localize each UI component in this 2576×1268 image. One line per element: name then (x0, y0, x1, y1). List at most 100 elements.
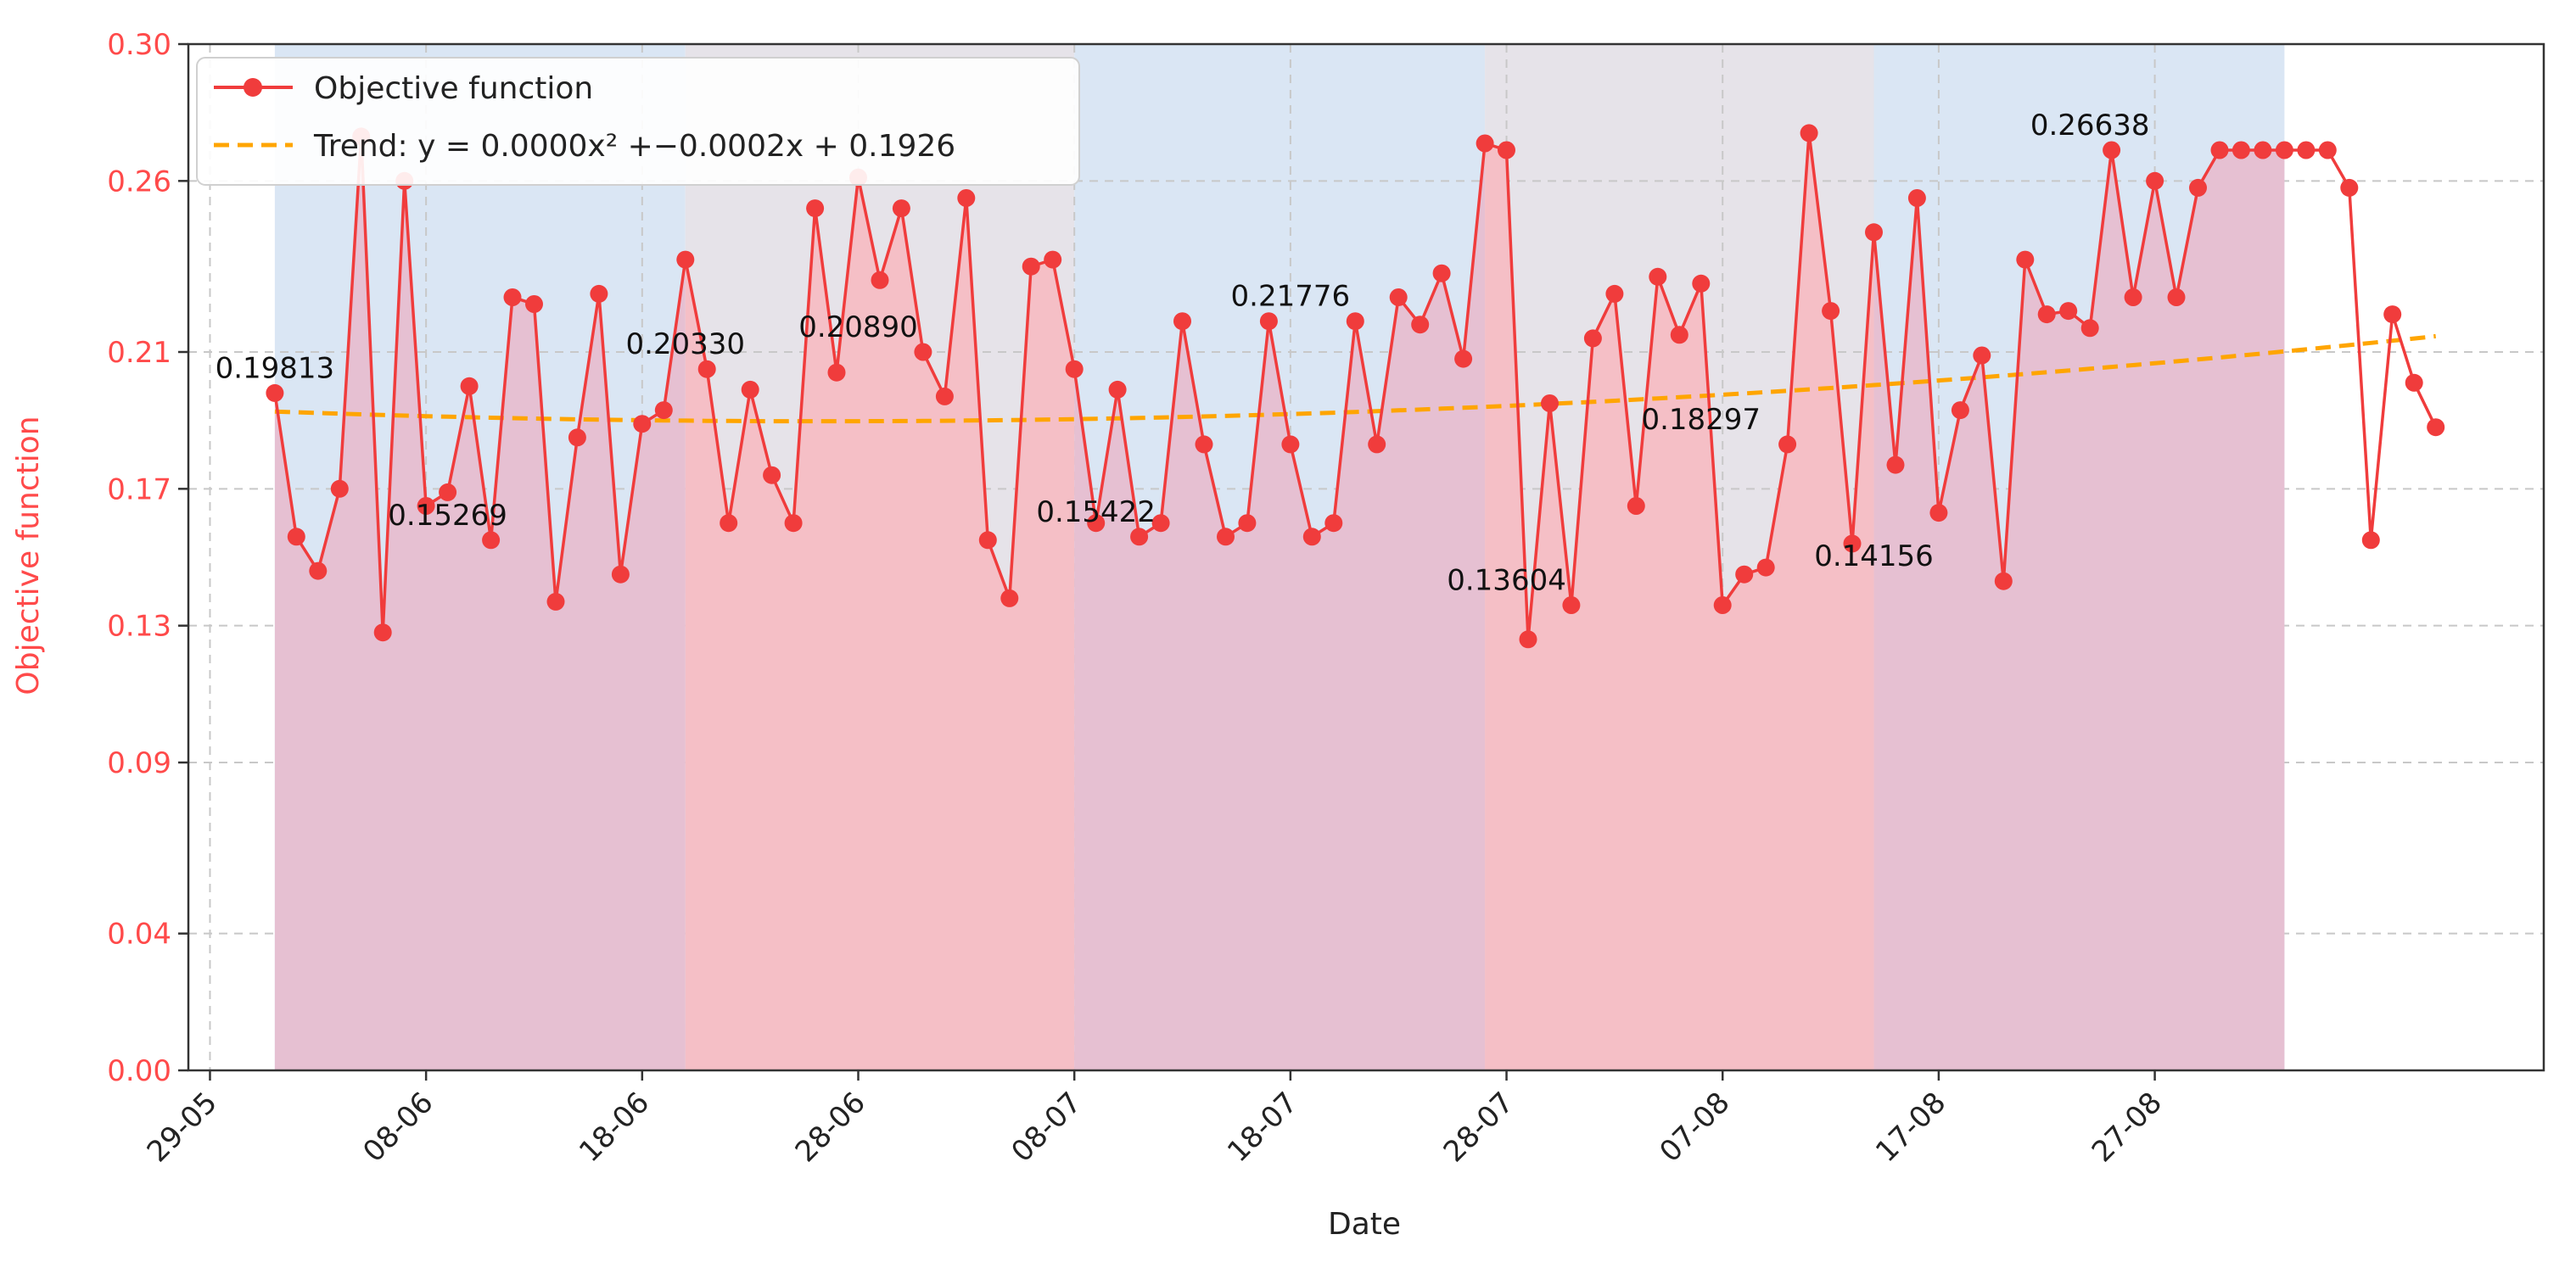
y-tick-label: 0.17 (107, 472, 171, 506)
data-point (2189, 178, 2207, 197)
y-tick-label: 0.21 (107, 336, 171, 370)
data-point (568, 428, 586, 447)
y-tick-label: 0.00 (107, 1054, 171, 1088)
fill-band-3 (1485, 132, 1874, 1070)
data-point (287, 528, 305, 546)
data-point (1994, 572, 2013, 590)
data-point (1498, 141, 1515, 159)
y-tick-label: 0.04 (107, 918, 171, 952)
data-point (1195, 435, 1213, 454)
data-point (1411, 316, 1430, 334)
data-point (1000, 589, 1019, 607)
data-point (1951, 401, 1969, 420)
data-point (590, 284, 608, 303)
series-group (266, 124, 2445, 649)
data-point (1865, 223, 1883, 242)
annotation-label: 0.19813 (216, 351, 335, 385)
data-point (2210, 141, 2229, 159)
x-tick-label: 27-08 (2086, 1086, 2169, 1169)
data-point (1605, 284, 1624, 303)
data-point (1259, 312, 1278, 331)
data-point (1217, 528, 1235, 546)
data-point (720, 514, 738, 533)
data-point (266, 383, 284, 402)
data-point (1562, 596, 1581, 614)
annotation-label: 0.26638 (2030, 109, 2150, 142)
x-tick-label: 29-05 (141, 1086, 224, 1169)
data-point (1346, 312, 1364, 331)
data-point (2254, 141, 2272, 159)
data-point (1302, 528, 1321, 546)
data-point (1907, 189, 1926, 207)
data-point (1670, 326, 1688, 344)
data-point (2427, 418, 2445, 437)
data-point (784, 514, 803, 533)
data-point (892, 199, 910, 218)
data-point (2124, 288, 2142, 306)
data-point (309, 561, 328, 580)
data-point (935, 387, 954, 405)
data-point (1692, 274, 1711, 293)
data-point (763, 466, 781, 484)
data-point (2275, 141, 2293, 159)
data-point (1886, 455, 1905, 474)
data-point (676, 250, 695, 269)
data-point (957, 189, 976, 207)
x-tick-label: 18-06 (573, 1086, 656, 1169)
data-point (633, 415, 652, 433)
data-point (1649, 267, 1667, 286)
plot-frame (187, 42, 2545, 1072)
data-point (2318, 141, 2337, 159)
data-point (827, 363, 846, 382)
annotation-label: 0.20890 (798, 310, 918, 344)
data-point (1541, 394, 1559, 412)
data-point (1432, 264, 1451, 282)
data-point (2297, 141, 2316, 159)
data-point (2232, 141, 2250, 159)
data-point (1173, 312, 1191, 331)
annotations: 0.19813 0.15269 0.20330 0.20890 0.15422 0.217… (216, 109, 2150, 597)
data-point (373, 623, 392, 642)
annotation-label: 0.15269 (388, 499, 507, 533)
axes (187, 42, 2545, 1072)
data-point (1151, 514, 1170, 533)
annotation-label: 0.18297 (1641, 403, 1761, 437)
data-point (2167, 288, 2186, 306)
data-point (2080, 319, 2099, 338)
annotation-label: 0.21776 (1231, 280, 1351, 314)
annotation-label: 0.15422 (1036, 495, 1156, 529)
data-point (330, 479, 349, 498)
data-point (417, 497, 435, 515)
data-point (546, 592, 565, 611)
y-tick-label: 0.26 (107, 165, 171, 198)
data-point (1778, 435, 1797, 454)
data-point (2016, 250, 2035, 269)
data-point (914, 343, 932, 361)
data-point (2103, 141, 2121, 159)
data-point (1735, 565, 1754, 584)
x-tick-label: 18-07 (1221, 1086, 1304, 1169)
annotation-label: 0.13604 (1447, 563, 1566, 597)
data-point (1583, 329, 1602, 348)
data-point (2405, 373, 2423, 392)
data-point (460, 377, 479, 395)
data-point (1822, 302, 1840, 321)
y-tick-label: 0.30 (107, 28, 171, 62)
data-point (1800, 124, 1818, 142)
data-point (1389, 288, 1408, 306)
data-point (2383, 305, 2402, 324)
data-point (503, 288, 522, 306)
data-point (1476, 134, 1494, 153)
y-tick-label: 0.09 (107, 746, 171, 780)
x-axis-label: Date (1328, 1207, 1401, 1242)
data-point (611, 565, 630, 584)
annotation-label: 0.20330 (625, 327, 745, 361)
data-point (806, 199, 825, 218)
fill-band-1 (685, 177, 1075, 1070)
data-point (741, 380, 759, 399)
data-point (1929, 504, 1948, 522)
data-point (1519, 630, 1537, 649)
data-point (1713, 596, 1732, 614)
x-tick-label: 08-06 (356, 1086, 440, 1169)
